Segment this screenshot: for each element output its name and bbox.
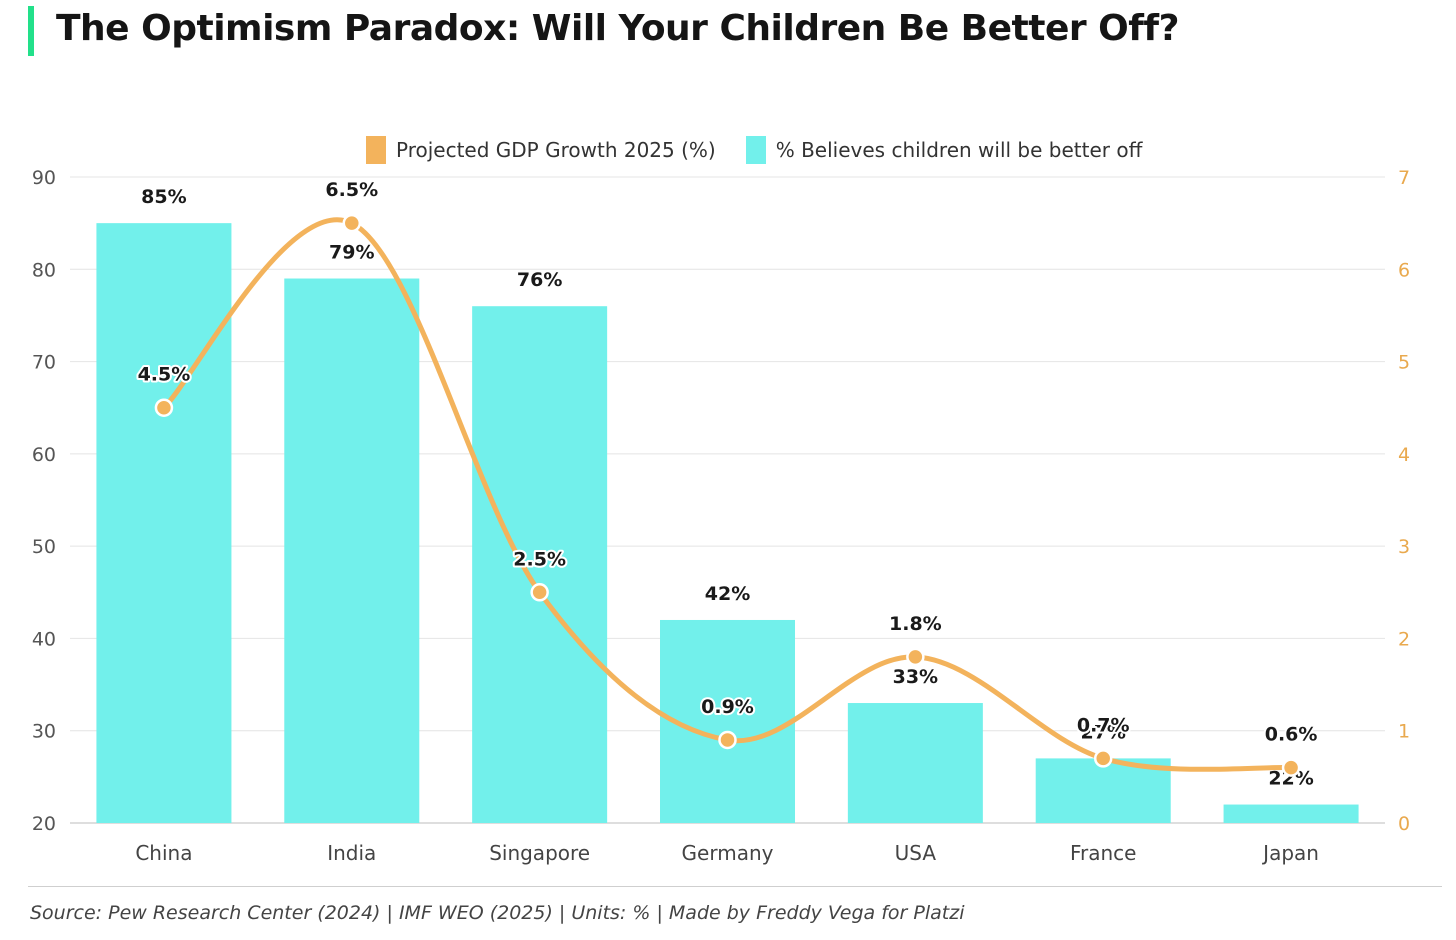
line-point [718, 730, 737, 750]
y-right-tick-label: 5 [1398, 352, 1410, 374]
legend-item-gdp[interactable]: Projected GDP Growth 2025 (%) [366, 136, 716, 164]
bar [472, 306, 608, 823]
y-left-tick-label: 50 [32, 536, 56, 558]
bar-value-label: 42% [705, 583, 750, 605]
y-right-tick-label: 0 [1398, 813, 1410, 835]
y-left-tick-label: 70 [32, 352, 56, 374]
y-right-tick-label: 2 [1398, 628, 1410, 650]
line-value-label: 2.5% [513, 548, 566, 570]
legend-label-optimism: % Believes children will be better off [775, 138, 1143, 162]
y-left-tick-label: 40 [32, 628, 56, 650]
y-left-tick-label: 80 [32, 259, 56, 281]
line-point [530, 583, 549, 602]
line-value-label: 0.6% [1265, 724, 1318, 746]
y-right-tick-label: 7 [1398, 167, 1410, 189]
x-tick-label: Germany [682, 841, 774, 865]
y-right-tick-label: 3 [1398, 536, 1410, 558]
line-point [1093, 749, 1113, 768]
bar [96, 223, 232, 824]
bar-value-label: 76% [517, 269, 562, 291]
line-value-label: 4.5% [138, 364, 191, 386]
x-tick-label: China [135, 841, 192, 865]
y-left-tick-label: 60 [32, 444, 56, 466]
legend-swatch-optimism [745, 136, 766, 164]
legend-swatch-gdp [366, 136, 386, 164]
x-tick-label: USA [895, 841, 937, 865]
bar [1223, 804, 1359, 823]
bar-value-label: 79% [329, 242, 374, 264]
line-point [1281, 758, 1301, 777]
line-value-label: 6.5% [325, 179, 378, 201]
y-left-tick-label: 30 [32, 721, 56, 743]
bar-value-label: 22% [1268, 768, 1313, 790]
x-tick-label: France [1070, 841, 1137, 865]
bar-value-label: 85% [141, 186, 186, 208]
legend-label-gdp: Projected GDP Growth 2025 (%) [396, 138, 716, 162]
bar [660, 619, 795, 823]
x-tick-label: Singapore [489, 841, 590, 865]
bar-value-label: 27% [1080, 721, 1125, 743]
line-point [906, 647, 925, 667]
bar [284, 278, 420, 823]
y-right-tick-label: 4 [1398, 444, 1410, 466]
source-footnote: Source: Pew Research Center (2024) | IMF… [30, 902, 965, 924]
footer-divider [28, 886, 1442, 887]
chart-canvas: 20 30 40 50 60 70 80 90 0 1 2 3 4 5 6 7 China India Singap… [32, 167, 1410, 865]
y-right-tick-label: 6 [1398, 259, 1410, 281]
legend: Projected GDP Growth 2025 (%) % Believes… [366, 136, 1172, 164]
x-tick-label: Japan [1261, 841, 1319, 865]
chart-title: The Optimism Paradox: Will Your Children… [56, 8, 1179, 49]
line-value-label: 0.9% [701, 696, 754, 718]
y-left-tick-label: 90 [32, 167, 56, 189]
bar-value-label: 33% [893, 666, 938, 688]
bar [847, 703, 983, 823]
legend-item-optimism[interactable]: % Believes children will be better off [745, 136, 1143, 164]
x-tick-label: India [327, 841, 376, 865]
line-point [154, 398, 174, 417]
line-value-label: 0.7% [1077, 714, 1130, 736]
title-accent-bar [28, 6, 34, 56]
line-point [342, 213, 362, 233]
line-value-label: 1.8% [889, 613, 942, 635]
y-left-tick-label: 20 [32, 813, 56, 835]
y-right-tick-label: 1 [1398, 721, 1410, 743]
